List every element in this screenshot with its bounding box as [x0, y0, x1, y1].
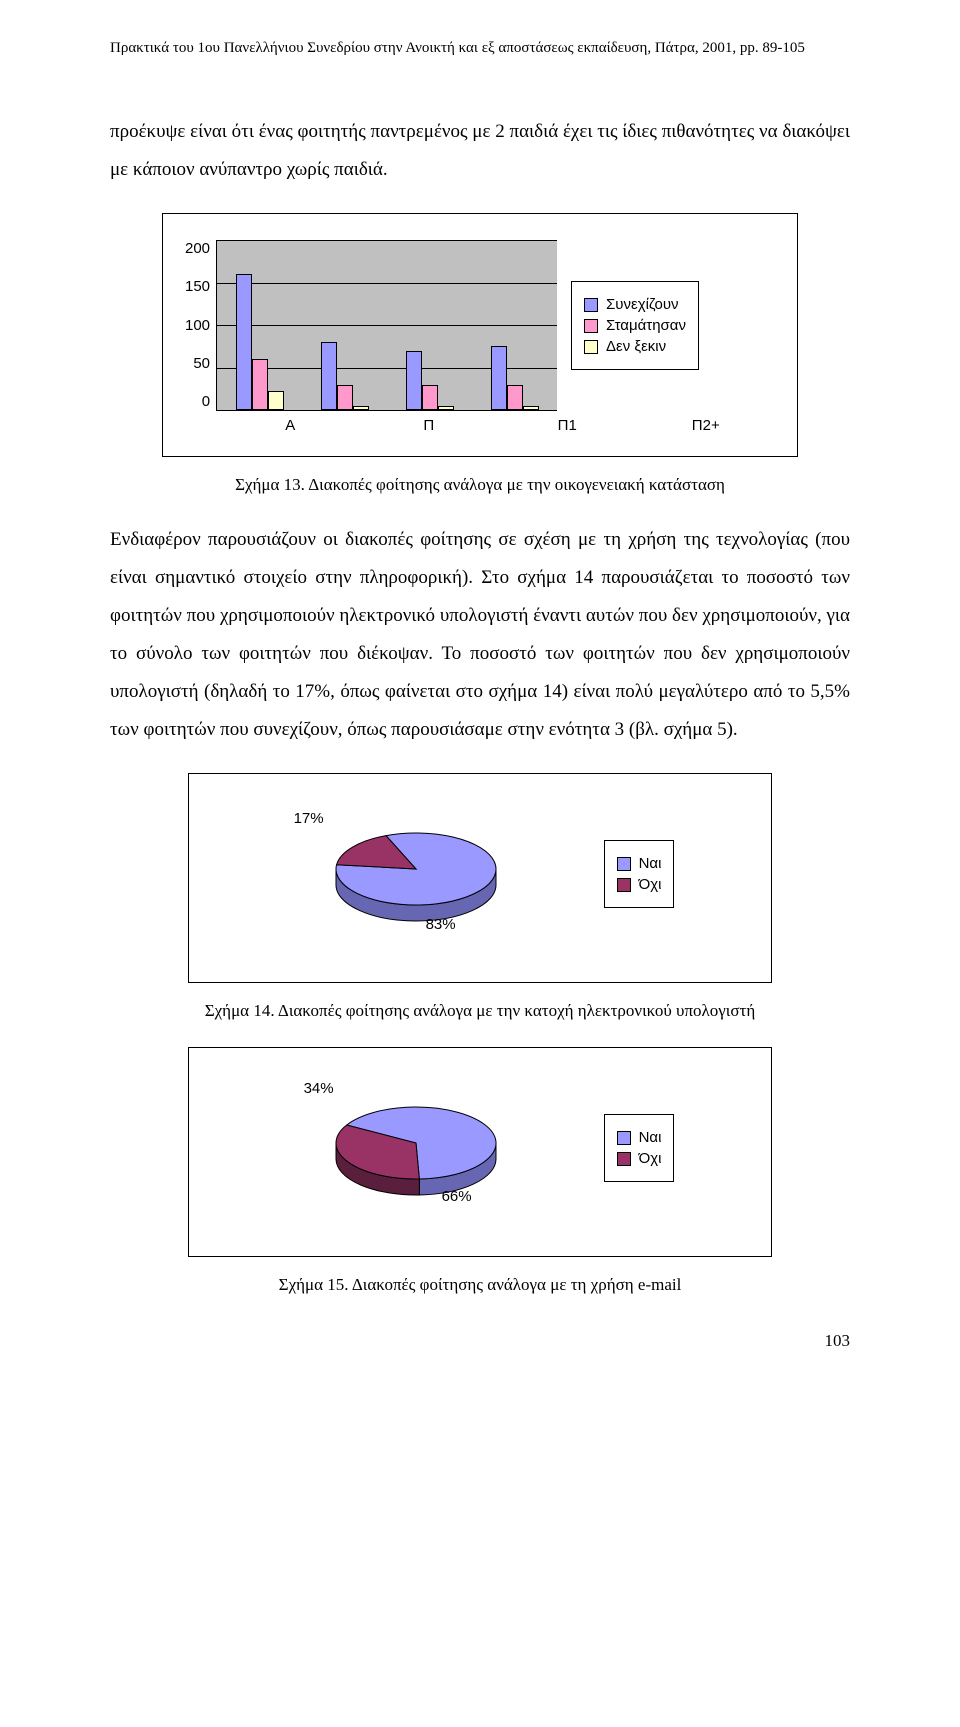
bar: [321, 342, 337, 410]
bar: [236, 274, 252, 410]
pie15-plot: 34% 66%: [286, 1078, 546, 1218]
bar-chart-legend: ΣυνεχίζουνΣταμάτησανΔεν ξεκιν: [571, 281, 699, 370]
bar-chart-x-axis: ΑΠΠ1Π2+: [185, 417, 775, 434]
bar-chart-plot-area: [216, 240, 557, 411]
bar: [523, 406, 539, 410]
figure-13-bar-chart: 200150100500 ΣυνεχίζουνΣταμάτησανΔεν ξεκ…: [162, 213, 798, 457]
bar: [491, 346, 507, 410]
bar: [507, 385, 523, 411]
figure-15-caption: Σχήμα 15. Διακοπές φοίτησης ανάλογα με τ…: [110, 1275, 850, 1295]
paragraph-1: προέκυψε είναι ότι ένας φοιτητής παντρεμ…: [110, 113, 850, 189]
bar-chart-y-axis: 200150100500: [185, 240, 216, 410]
bar: [252, 359, 268, 410]
figure-15-pie-chart: 34% 66% ΝαιΌχι: [188, 1047, 772, 1257]
figure-13-caption: Σχήμα 13. Διακοπές φοίτησης ανάλογα με τ…: [110, 475, 850, 495]
page-number: 103: [110, 1331, 850, 1351]
running-header: Πρακτικά του 1ου Πανελλήνιου Συνεδρίου σ…: [110, 40, 850, 57]
paragraph-2: Ενδιαφέρον παρουσιάζουν οι διακοπές φοίτ…: [110, 521, 850, 749]
bar: [406, 351, 422, 411]
pie-percent-label: 17%: [294, 810, 324, 827]
bar: [268, 391, 284, 410]
pie15-legend: ΝαιΌχι: [604, 1114, 675, 1182]
figure-14-caption: Σχήμα 14. Διακοπές φοίτησης ανάλογα με τ…: [110, 1001, 850, 1021]
pie-percent-label: 66%: [442, 1188, 472, 1205]
pie-percent-label: 83%: [426, 916, 456, 933]
bar: [337, 385, 353, 411]
bar: [353, 406, 369, 410]
bar: [438, 406, 454, 410]
pie-percent-label: 34%: [304, 1080, 334, 1097]
figure-14-pie-chart: 17% 83% ΝαιΌχι: [188, 773, 772, 983]
pie14-plot: 17% 83%: [286, 804, 546, 944]
bar: [422, 385, 438, 411]
pie14-legend: ΝαιΌχι: [604, 840, 675, 908]
